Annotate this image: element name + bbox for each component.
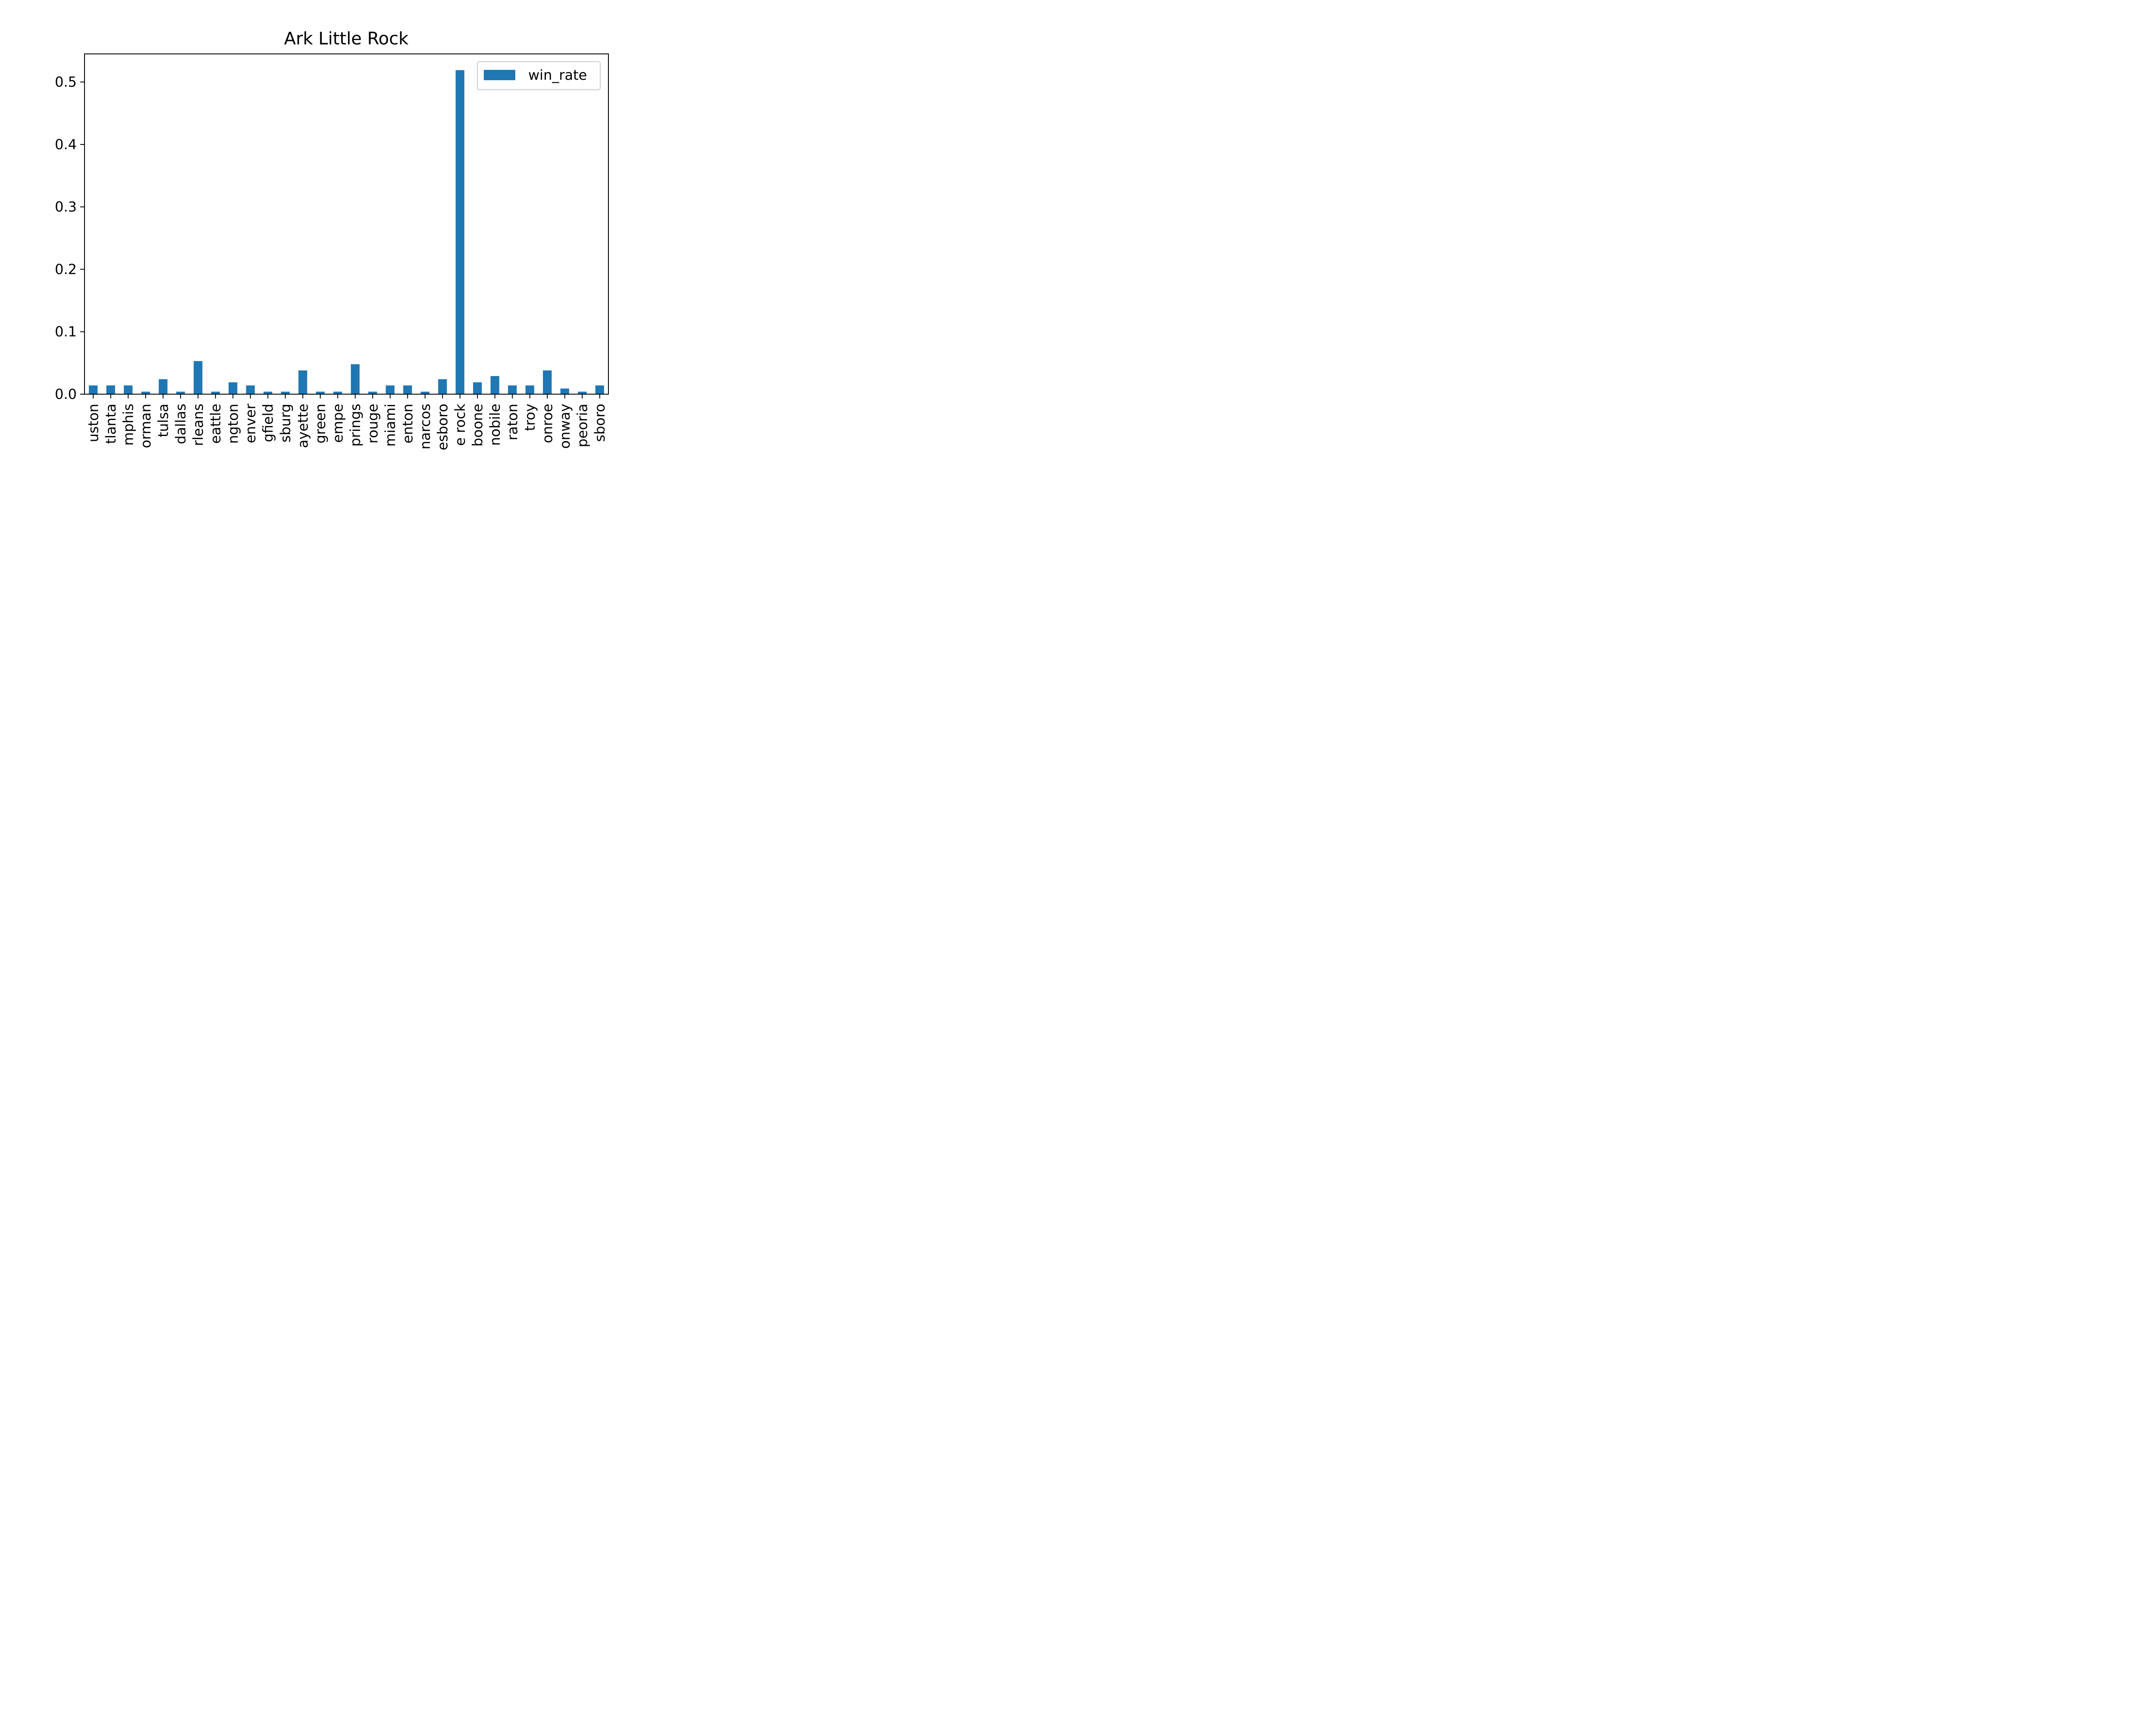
bar	[560, 388, 569, 394]
x-tick-label: rouge	[364, 404, 381, 443]
chart-title: Ark Little Rock	[284, 29, 409, 49]
bar	[141, 392, 150, 394]
bar	[316, 392, 325, 394]
y-tick-label: 0.1	[55, 323, 77, 340]
x-tick-label: boone	[469, 404, 486, 446]
x-tick-label: tulsa	[155, 404, 171, 437]
legend-box	[477, 61, 601, 90]
bar	[543, 370, 552, 394]
bar	[298, 370, 307, 394]
axes-frame	[84, 53, 609, 395]
x-tick-label: narcos	[417, 404, 433, 449]
x-tick-label: sboro	[592, 404, 608, 442]
bar	[159, 379, 168, 394]
bar	[281, 392, 290, 394]
bar	[490, 376, 499, 394]
x-tick-label: prings	[347, 404, 364, 447]
bar	[211, 392, 220, 394]
bar	[229, 382, 238, 394]
bar	[525, 385, 534, 394]
bar	[473, 382, 482, 394]
x-tick-label: peoria	[574, 404, 590, 447]
x-tick-label: tlanta	[103, 404, 119, 444]
x-tick-label: nobile	[487, 404, 503, 446]
bar	[595, 385, 604, 394]
bar	[351, 364, 360, 394]
bar	[263, 392, 273, 394]
y-tick-label: 0.5	[55, 74, 77, 90]
x-tick-label: gfield	[260, 404, 276, 442]
legend-label: win_rate	[528, 67, 587, 83]
x-tick-label: troy	[522, 404, 538, 431]
x-tick-label: mphis	[120, 404, 136, 445]
x-tick-label: e rock	[452, 404, 468, 446]
x-tick-label: eattle	[207, 404, 224, 444]
bar	[89, 385, 98, 394]
y-tick-label: 0.2	[55, 261, 77, 277]
bar	[420, 392, 429, 394]
x-tick-label: onroe	[539, 404, 555, 443]
bar	[194, 361, 203, 394]
bar	[333, 392, 342, 394]
x-tick-label: miami	[382, 404, 398, 447]
x-tick-label: rleans	[190, 404, 206, 446]
x-tick-label: enver	[242, 403, 259, 443]
bar	[455, 70, 464, 394]
bar	[368, 392, 377, 394]
x-tick-label: onway	[557, 404, 573, 449]
legend: win_rate	[477, 61, 601, 90]
bar	[176, 392, 185, 394]
bar	[106, 385, 115, 394]
bar	[124, 385, 133, 394]
x-tick-label: dallas	[172, 404, 189, 444]
bar	[508, 385, 517, 394]
x-tick-label: orman	[138, 404, 154, 448]
y-tick-label: 0.0	[55, 386, 77, 402]
y-tick-label: 0.4	[55, 136, 77, 153]
x-tick-label: green	[312, 404, 329, 443]
bar	[385, 385, 395, 394]
x-tick-label: uston	[85, 404, 101, 442]
x-tick-label: ayette	[295, 404, 311, 448]
bar	[403, 385, 412, 394]
x-tick-label: enton	[399, 404, 416, 443]
y-tick-label: 0.3	[55, 199, 77, 215]
x-tick-label: sburg	[277, 404, 294, 442]
x-tick-label: ngton	[225, 404, 241, 444]
x-tick-label: raton	[504, 404, 520, 440]
x-tick-label: esboro	[434, 404, 451, 450]
legend-swatch	[484, 70, 515, 80]
bar	[246, 385, 255, 394]
bar	[438, 379, 447, 394]
bar	[578, 392, 587, 394]
x-tick-label: empe	[329, 404, 346, 443]
